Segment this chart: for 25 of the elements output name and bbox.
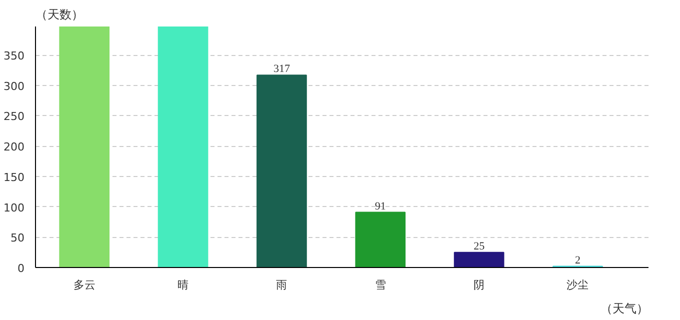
bar bbox=[59, 26, 110, 268]
x-tick-label: 雪 bbox=[374, 278, 386, 292]
x-tick-label: 雨 bbox=[276, 278, 288, 292]
bar bbox=[454, 252, 504, 268]
y-tick-label: 300 bbox=[4, 80, 25, 93]
data-label: 25 bbox=[474, 240, 486, 252]
data-label: 91 bbox=[374, 200, 386, 212]
y-axis-title: （天数） bbox=[36, 8, 84, 22]
x-tick-label: 多云 bbox=[73, 278, 96, 292]
y-tick-label: 350 bbox=[4, 50, 25, 63]
y-tick-label: 250 bbox=[4, 110, 25, 124]
bar bbox=[256, 74, 307, 268]
y-tick-label: 50 bbox=[10, 232, 25, 245]
x-tick-label: 晴 bbox=[178, 278, 189, 292]
bar bbox=[355, 212, 406, 268]
y-tick-label: 150 bbox=[4, 170, 25, 184]
data-label: 317 bbox=[273, 63, 290, 76]
x-tick-label: 阴 bbox=[474, 278, 485, 292]
x-tick-label: 沙尘 bbox=[566, 278, 589, 292]
bar bbox=[158, 26, 208, 268]
y-tick-label: 200 bbox=[4, 140, 25, 154]
x-axis-title: （天气） bbox=[600, 302, 648, 316]
data-label: 2 bbox=[574, 254, 580, 266]
y-tick-label: 0 bbox=[18, 262, 24, 275]
y-tick-label: 100 bbox=[4, 201, 25, 214]
